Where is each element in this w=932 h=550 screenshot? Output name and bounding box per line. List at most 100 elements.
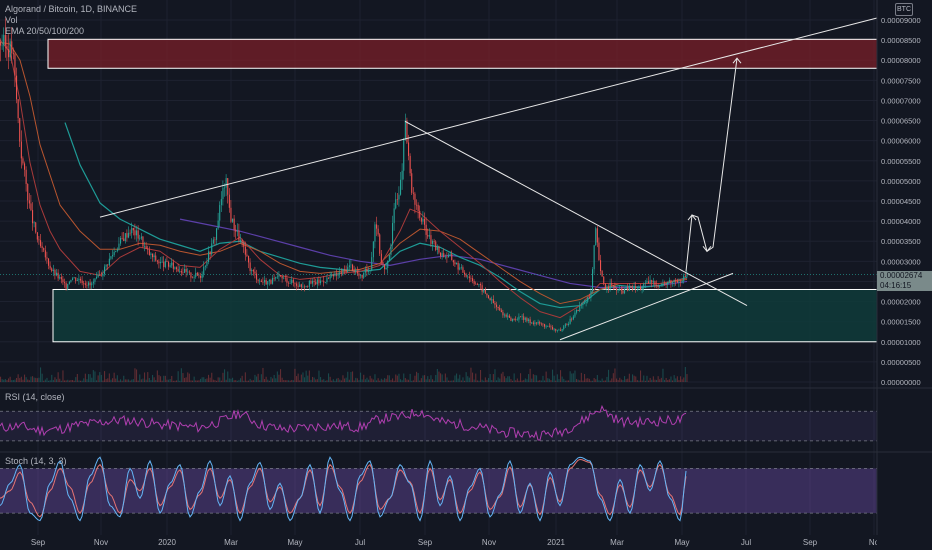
volume-bar — [110, 379, 112, 382]
volume-bar — [588, 378, 590, 382]
candle-body — [585, 301, 587, 304]
candle-body — [609, 283, 611, 289]
volume-bar — [473, 379, 475, 382]
volume-bar — [364, 379, 366, 382]
volume-bar — [608, 369, 610, 382]
candle-body — [376, 224, 378, 229]
volume-bar — [670, 376, 672, 382]
volume-bar — [73, 380, 75, 382]
volume-bar — [212, 379, 214, 382]
volume-bar — [265, 376, 267, 382]
volume-bar — [120, 379, 122, 382]
volume-bar — [680, 376, 682, 382]
candle-body — [512, 318, 514, 321]
candle-body — [539, 321, 541, 324]
volume-bar — [507, 376, 509, 382]
volume-bar — [368, 379, 370, 382]
x-tick-label: Sep — [418, 538, 433, 547]
volume-bar — [649, 377, 651, 382]
candle-body — [249, 262, 251, 271]
candle-body — [494, 303, 496, 305]
volume-bar — [94, 371, 96, 382]
candle-body — [84, 283, 86, 285]
y-tick-label: 0.00003500 — [881, 237, 921, 246]
candle-body — [52, 269, 54, 271]
candle-body — [659, 286, 661, 288]
volume-bar — [467, 376, 469, 382]
volume-bar — [379, 380, 381, 382]
volume-bar — [30, 376, 32, 382]
volume-bar — [249, 378, 251, 382]
candle-body — [88, 282, 90, 286]
volume-bar — [99, 372, 101, 382]
volume-bar — [19, 378, 21, 382]
volume-bar — [580, 372, 582, 382]
candle-body — [328, 277, 330, 279]
candle-body — [129, 232, 131, 234]
volume-bar — [593, 377, 595, 382]
candle-body — [416, 204, 418, 206]
candle-body — [619, 288, 621, 290]
volume-bar — [256, 376, 258, 382]
candle-body — [363, 272, 365, 278]
candle-body — [320, 280, 322, 284]
candle-body — [355, 271, 357, 272]
volume-bar — [376, 380, 378, 382]
candle-body — [243, 243, 245, 247]
volume-bar — [246, 380, 248, 382]
candle-body — [384, 264, 386, 270]
candle-body — [33, 222, 35, 224]
volume-bar — [673, 375, 675, 382]
candle-body — [92, 281, 94, 284]
candle-body — [649, 280, 651, 284]
volume-bar — [281, 377, 283, 382]
y-tick-label: 0.00004500 — [881, 197, 921, 206]
candle-body — [508, 315, 510, 318]
candle-body — [220, 199, 222, 206]
candle-body — [403, 139, 405, 171]
volume-bar — [172, 380, 174, 382]
candle-body — [192, 277, 194, 279]
volume-bar — [321, 379, 323, 382]
ema-orange-line — [0, 41, 688, 305]
candle-body — [14, 54, 16, 76]
currency-badge[interactable]: BTC — [895, 3, 913, 16]
candle-body — [574, 312, 576, 317]
candle-body — [592, 269, 594, 291]
candle-body — [16, 75, 18, 100]
volume-bar — [17, 374, 19, 382]
volume-bar — [56, 379, 58, 382]
volume-bar — [209, 377, 211, 382]
volume-bar — [659, 379, 661, 382]
candle-body — [496, 304, 498, 307]
volume-bar — [254, 374, 256, 382]
volume-bar — [500, 373, 502, 382]
candle-body — [588, 297, 590, 299]
volume-bar — [102, 380, 104, 382]
candle-body — [667, 281, 669, 285]
volume-bar — [596, 375, 598, 382]
volume-bar — [664, 379, 666, 382]
y-tick-label: 0.00009000 — [881, 16, 921, 25]
volume-bar — [601, 378, 603, 382]
volume-bar — [116, 375, 118, 382]
candle-body — [408, 142, 410, 156]
volume-bar — [334, 380, 336, 382]
volume-bar — [361, 379, 363, 382]
candle-body — [30, 203, 32, 211]
ascending-trendline — [559, 272, 734, 341]
candle-body — [680, 281, 682, 283]
candle-body — [136, 230, 138, 236]
candle-body — [670, 280, 672, 283]
candle-body — [132, 227, 134, 231]
y-tick-label: 0.00006000 — [881, 137, 921, 146]
volume-bar — [6, 380, 8, 382]
candle-body — [137, 230, 139, 239]
candle-body — [232, 218, 234, 222]
candle-body — [344, 269, 346, 270]
candle-body — [214, 239, 216, 241]
volume-bar — [572, 373, 574, 382]
y-tick-label: 0.00001000 — [881, 338, 921, 347]
candle-body — [510, 317, 512, 321]
